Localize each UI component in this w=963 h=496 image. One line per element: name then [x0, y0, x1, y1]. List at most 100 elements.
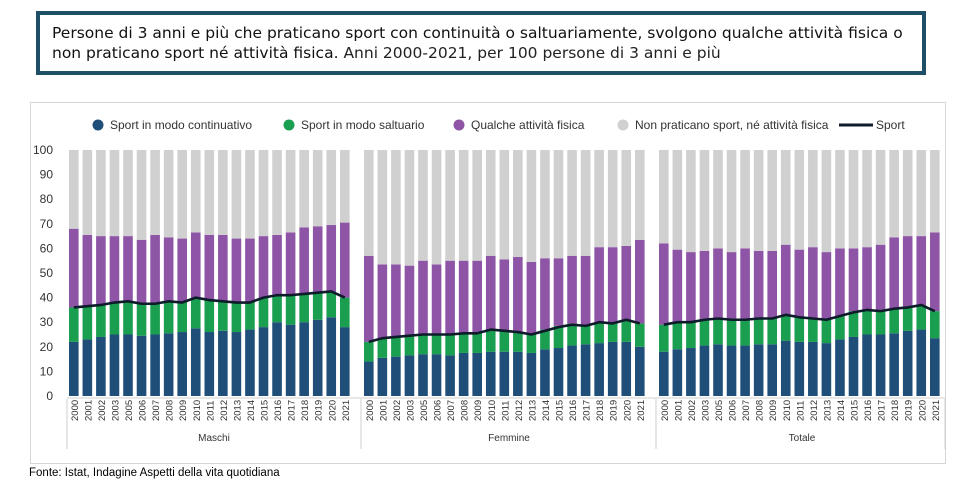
y-tick-label: 0 — [46, 389, 53, 403]
bar-segment-qualche-attivita — [445, 260, 455, 335]
y-tick-label: 40 — [40, 291, 54, 305]
bar-segment-qualche-attivita — [916, 236, 927, 305]
x-tick-label: 2019 — [904, 400, 915, 421]
bar-segment-non-praticano — [218, 150, 228, 235]
bar-segment-qualche-attivita — [875, 244, 886, 310]
bar-segment-saltuario — [835, 316, 845, 340]
group-label: Femmine — [488, 433, 530, 444]
bar-segment-saltuario — [404, 335, 415, 356]
bar-segment-continuativo — [96, 336, 106, 396]
bar-segment-qualche-attivita — [458, 260, 469, 334]
bar-segment-saltuario — [499, 330, 510, 352]
x-tick-label: 2007 — [151, 400, 162, 421]
bar-segment-qualche-attivita — [808, 247, 818, 319]
bar-segment-continuativo — [472, 352, 482, 396]
y-tick-label: 90 — [40, 168, 54, 182]
bar-segment-non-praticano — [902, 150, 913, 237]
x-tick-label: 2013 — [822, 400, 833, 421]
bar-segment-saltuario — [485, 329, 496, 352]
x-tick-label: 2017 — [287, 400, 298, 421]
bar-segment-qualche-attivita — [567, 255, 577, 324]
bar-segment-saltuario — [540, 329, 550, 350]
bar-segment-saltuario — [930, 311, 940, 339]
bar-segment-saltuario — [285, 295, 296, 325]
bar-segment-saltuario — [848, 311, 859, 337]
bar-segment-saltuario — [767, 318, 777, 345]
x-tick-label: 2002 — [687, 400, 698, 421]
bar-segment-non-praticano — [713, 150, 723, 249]
bar-segment-saltuario — [163, 301, 174, 334]
bar-segment-saltuario — [364, 341, 374, 362]
bar-segment-qualche-attivita — [848, 248, 859, 312]
x-tick-label: 2014 — [246, 400, 257, 421]
bar-segment-qualche-attivita — [902, 236, 913, 308]
x-tick-label: 2018 — [595, 400, 606, 421]
bar-segment-saltuario — [875, 309, 886, 335]
bar-segment-saltuario — [418, 334, 428, 355]
bar-segment-qualche-attivita — [713, 248, 723, 319]
bar-segment-qualche-attivita — [231, 238, 242, 303]
bar-segment-continuativo — [621, 341, 632, 396]
bar-segment-continuativo — [69, 341, 79, 396]
bar-segment-continuativo — [916, 329, 927, 396]
bar-segment-non-praticano — [123, 150, 133, 237]
bar-segment-non-praticano — [808, 150, 818, 248]
bar-segment-continuativo — [82, 339, 93, 396]
x-tick-label: 2002 — [392, 400, 403, 421]
bar-segment-qualche-attivita — [821, 252, 832, 320]
bar-segment-continuativo — [231, 332, 242, 396]
bar-segment-qualche-attivita — [364, 255, 374, 342]
x-tick-label: 2012 — [514, 400, 525, 421]
bar-segment-saltuario — [377, 338, 388, 358]
x-tick-label: 2001 — [83, 400, 94, 421]
bar-segment-qualche-attivita — [726, 252, 737, 320]
bar-segment-saltuario — [794, 317, 805, 342]
x-tick-label: 2016 — [568, 400, 579, 421]
x-tick-label: 2019 — [609, 400, 620, 421]
bar-segment-saltuario — [340, 297, 350, 328]
bar-segment-saltuario — [272, 295, 282, 323]
legend-marker — [283, 119, 295, 131]
bar-segment-continuativo — [272, 322, 282, 396]
bar-segment-continuativo — [875, 334, 886, 396]
bar-segment-saltuario — [472, 333, 482, 353]
bar-segment-continuativo — [930, 338, 940, 396]
bar-segment-continuativo — [150, 334, 160, 396]
bar-segment-saltuario — [713, 318, 723, 345]
bar-segment-continuativo — [794, 341, 805, 396]
y-tick-label: 100 — [33, 143, 53, 157]
bar-segment-continuativo — [499, 351, 510, 396]
series-line-sport — [368, 318, 641, 344]
bar-segment-saltuario — [553, 325, 564, 349]
bar-segment-continuativo — [458, 352, 469, 396]
bar-segment-non-praticano — [726, 150, 737, 253]
x-tick-label: 2005 — [714, 400, 725, 421]
bar-segment-qualche-attivita — [204, 234, 215, 301]
group-label: Maschi — [198, 433, 230, 444]
bar-segment-non-praticano — [245, 150, 255, 239]
bar-segment-continuativo — [299, 322, 309, 396]
bar-segment-non-praticano — [753, 150, 764, 251]
bar-segment-non-praticano — [621, 150, 632, 246]
bar-segment-saltuario — [580, 324, 591, 345]
bar-segment-saltuario — [726, 319, 737, 346]
bar-segment-non-praticano — [150, 150, 160, 235]
bar-segment-non-praticano — [272, 150, 282, 235]
bar-segment-qualche-attivita — [96, 236, 106, 305]
legend-marker — [453, 119, 465, 131]
bar-segment-qualche-attivita — [404, 265, 415, 336]
bar-segment-qualche-attivita — [672, 249, 683, 324]
bar-segment-continuativo — [580, 344, 591, 396]
x-tick-label: 2001 — [378, 400, 389, 421]
x-tick-label: 2000 — [660, 400, 671, 421]
x-tick-label: 2011 — [205, 401, 216, 421]
bar-segment-continuativo — [889, 333, 899, 396]
bar-segment-non-praticano — [285, 150, 296, 233]
bar-segment-qualche-attivita — [835, 248, 845, 317]
bar-segment-non-praticano — [431, 150, 442, 265]
bar-segment-continuativo — [740, 345, 750, 396]
bar-segment-qualche-attivita — [218, 234, 228, 302]
bar-segment-saltuario — [312, 292, 323, 320]
bar-segment-continuativo — [109, 334, 120, 396]
bar-segment-continuativo — [808, 341, 818, 396]
